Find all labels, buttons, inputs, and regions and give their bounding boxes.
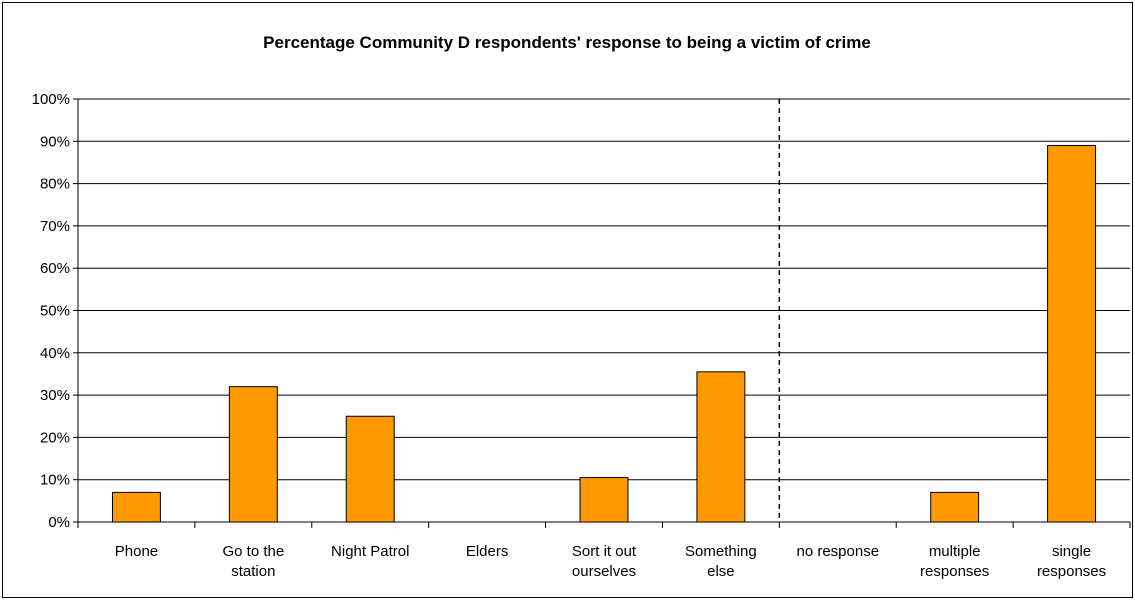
x-category-label: Elders — [466, 543, 509, 560]
bar — [930, 491, 980, 523]
bar — [345, 415, 395, 523]
y-tick-label: 20% — [40, 429, 70, 446]
bar — [696, 371, 746, 523]
x-category-label: single responses — [1037, 543, 1106, 580]
x-category-label: Something else — [685, 543, 757, 580]
y-tick-label: 10% — [40, 472, 70, 489]
y-tick-label: 0% — [48, 514, 70, 531]
x-category-label: Go to the station — [222, 543, 284, 580]
x-category-label: Sort it out ourselves — [572, 543, 637, 580]
chart-title: Percentage Community D respondents' resp… — [263, 33, 871, 52]
bar — [111, 491, 161, 523]
y-tick-label: 70% — [40, 218, 70, 235]
x-category-label: no response — [796, 543, 879, 560]
y-tick-label: 80% — [40, 176, 70, 193]
x-category-label: multiple responses — [920, 543, 989, 580]
bar — [228, 386, 278, 523]
x-category-label: Phone — [115, 543, 158, 560]
bar — [579, 477, 629, 523]
y-axis-ticks: 0% 10% 20% 30% 40% 50% 60% 70% 80% 90% 100% — [32, 91, 78, 531]
y-tick-label: 40% — [40, 345, 70, 362]
y-tick-label: 30% — [40, 387, 70, 404]
y-tick-label: 100% — [32, 91, 70, 108]
bars — [111, 145, 1097, 523]
bar — [1047, 145, 1097, 523]
x-category-label: Night Patrol — [331, 543, 409, 560]
axes — [77, 99, 1131, 528]
y-tick-label: 60% — [40, 260, 70, 277]
x-axis-category-labels: Phone Go to the station Night Patrol Elders S… — [115, 543, 1106, 580]
y-tick-label: 50% — [40, 303, 70, 320]
y-tick-label: 90% — [40, 133, 70, 150]
